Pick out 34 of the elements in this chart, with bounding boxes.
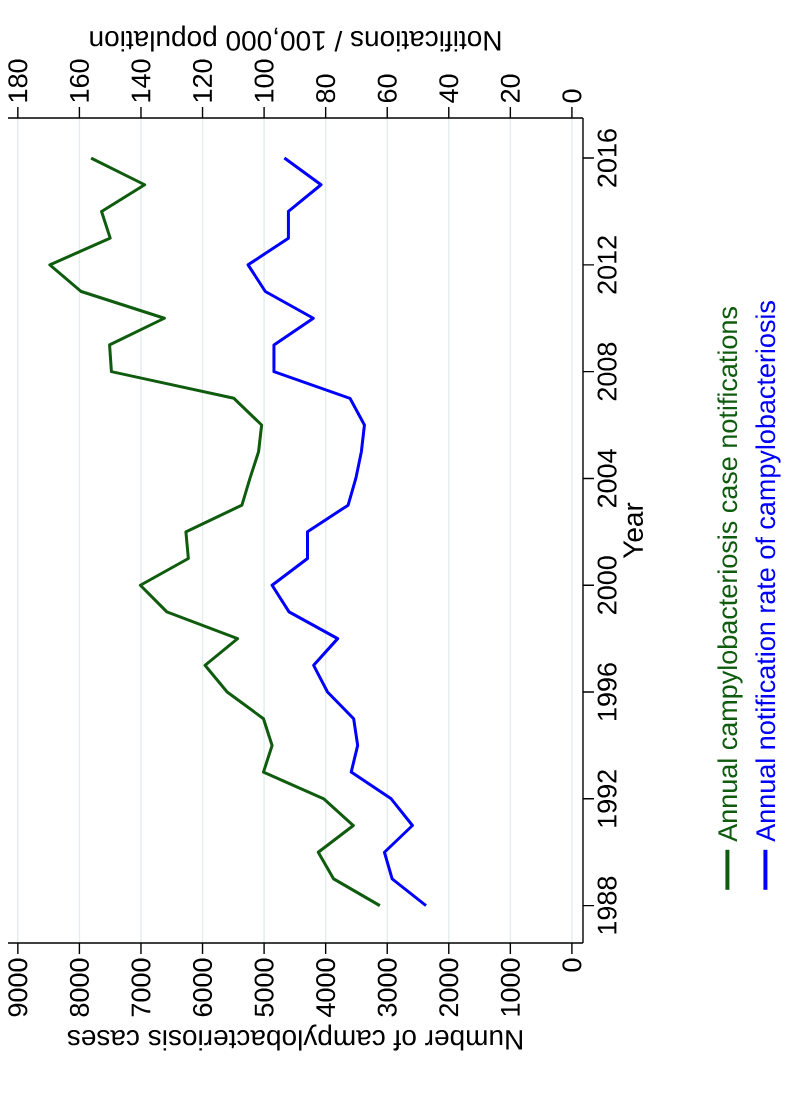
y-tick-label: 2004 (597, 449, 617, 508)
x2-tick-label: 80 (316, 74, 336, 103)
x-tick-label: 8000 (69, 958, 89, 1017)
y-tick-label: 2016 (597, 129, 617, 187)
x2-tick-label: 140 (131, 59, 151, 102)
line-series (48, 156, 382, 908)
x-tick-label: 5000 (254, 958, 274, 1017)
x-tick-label: 9000 (8, 958, 28, 1017)
y-tick-label: 2000 (597, 556, 617, 614)
x-tick-label: 3000 (377, 958, 397, 1017)
y-tick-label: 1988 (597, 876, 617, 934)
y-tick-label: 1996 (597, 663, 617, 720)
x2-tick-label: 160 (69, 59, 89, 102)
x2-tick-label: 40 (439, 74, 459, 103)
x-tick-label: 4000 (316, 958, 336, 1017)
x2-tick-label: 0 (562, 89, 582, 103)
x2-tick-label: 20 (500, 74, 520, 103)
x2-axis-title: Notifications / 100,000 population (90, 25, 501, 52)
text: Annual campylobacteriosis case notifications (717, 307, 743, 842)
x2-tick-label: 180 (8, 59, 28, 102)
y-axis-title: Year (623, 502, 644, 559)
y-tick-label: 1992 (597, 770, 617, 827)
x-tick-label: 1000 (500, 958, 520, 1016)
x-tick-label: 7000 (131, 958, 151, 1017)
text: Annual notification rate of campylobacteriosis (755, 301, 781, 842)
x-tick-label: 6000 (192, 958, 213, 1017)
y-tick-label: 2012 (597, 236, 617, 294)
x2-tick-label: 120 (192, 59, 213, 102)
x2-tick-label: 60 (377, 74, 397, 103)
x-tick-label: 2000 (439, 958, 459, 1017)
x-axis-title: Number of campylobacteriosis cases (67, 1024, 522, 1051)
y-tick-label: 2008 (597, 342, 617, 401)
x2-tick-label: 100 (254, 59, 274, 102)
x-tick-label: 0 (562, 958, 582, 972)
